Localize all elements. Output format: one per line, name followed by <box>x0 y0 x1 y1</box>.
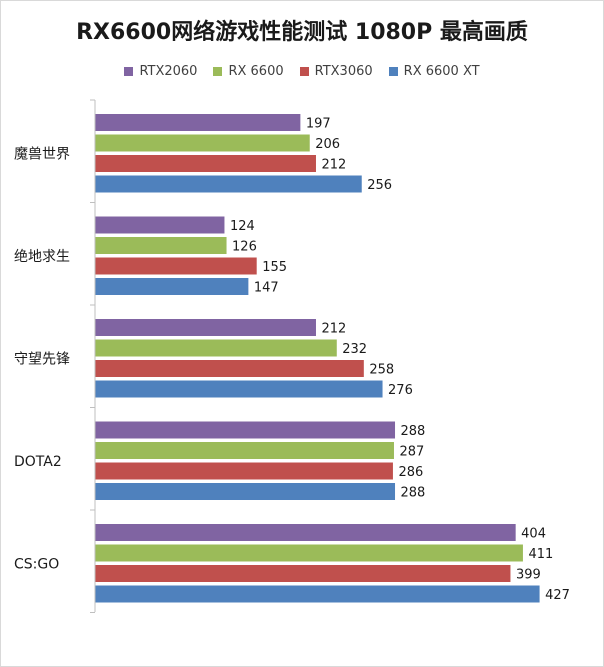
data-label: 256 <box>367 178 392 193</box>
data-label: 411 <box>528 547 553 562</box>
data-label: 212 <box>321 158 346 173</box>
data-label: 288 <box>401 486 426 501</box>
data-label: 147 <box>254 281 279 296</box>
legend-item-rx6600: RX 6600 <box>213 64 284 79</box>
legend-item-rx6600xt: RX 6600 XT <box>388 64 480 79</box>
bar <box>95 278 249 295</box>
data-label: 212 <box>321 322 346 337</box>
data-label: 286 <box>398 465 423 480</box>
category-label: 魔兽世界 <box>14 146 70 162</box>
legend-label: RX 6600 XT <box>403 64 480 79</box>
bar <box>95 257 257 275</box>
bar <box>95 565 511 582</box>
data-label: 124 <box>230 219 255 234</box>
bar <box>95 339 337 357</box>
legend-item-rtx3060: RTX3060 <box>299 64 373 79</box>
bar <box>95 442 394 459</box>
legend-swatch <box>299 67 309 76</box>
bar <box>95 360 364 377</box>
legend-swatch <box>213 67 223 76</box>
legend-label: RTX2060 <box>139 64 198 79</box>
legend-label: RX 6600 <box>228 64 284 79</box>
data-label: 155 <box>262 260 287 275</box>
bar <box>95 237 227 254</box>
category-label: CS:GO <box>14 556 59 572</box>
data-label: 399 <box>516 568 541 583</box>
bar <box>95 155 316 172</box>
data-label: 197 <box>306 117 331 132</box>
data-label: 206 <box>315 137 340 152</box>
data-label: 232 <box>342 342 367 357</box>
data-label: 427 <box>545 588 570 603</box>
bar <box>95 216 225 234</box>
category-label: 绝地求生 <box>14 249 70 265</box>
bar <box>95 175 362 193</box>
legend-item-rtx2060: RTX2060 <box>124 64 197 79</box>
bar <box>95 585 540 603</box>
bar <box>95 380 383 398</box>
data-label: 126 <box>232 240 257 255</box>
legend-label: RTX3060 <box>314 64 373 79</box>
bar <box>95 134 310 152</box>
bar <box>95 319 316 336</box>
legend-swatch <box>388 67 398 76</box>
bar <box>95 421 396 439</box>
data-label: 287 <box>399 445 424 460</box>
bar <box>95 544 523 562</box>
data-label: 258 <box>369 363 394 378</box>
bar <box>95 483 396 500</box>
data-label: 404 <box>521 527 546 542</box>
data-label: 288 <box>401 424 426 439</box>
category-label: DOTA2 <box>14 454 62 470</box>
legend: RTX2060 RX 6600 RTX3060 RX 6600 XT <box>0 64 604 79</box>
bar <box>95 114 301 131</box>
bar <box>95 524 516 541</box>
data-label: 276 <box>388 383 413 398</box>
bar <box>95 462 393 480</box>
category-label: 守望先锋 <box>14 351 70 367</box>
legend-swatch <box>124 67 134 76</box>
chart-title: RX6600网络游戏性能测试 1080P 最高画质 <box>76 20 528 45</box>
